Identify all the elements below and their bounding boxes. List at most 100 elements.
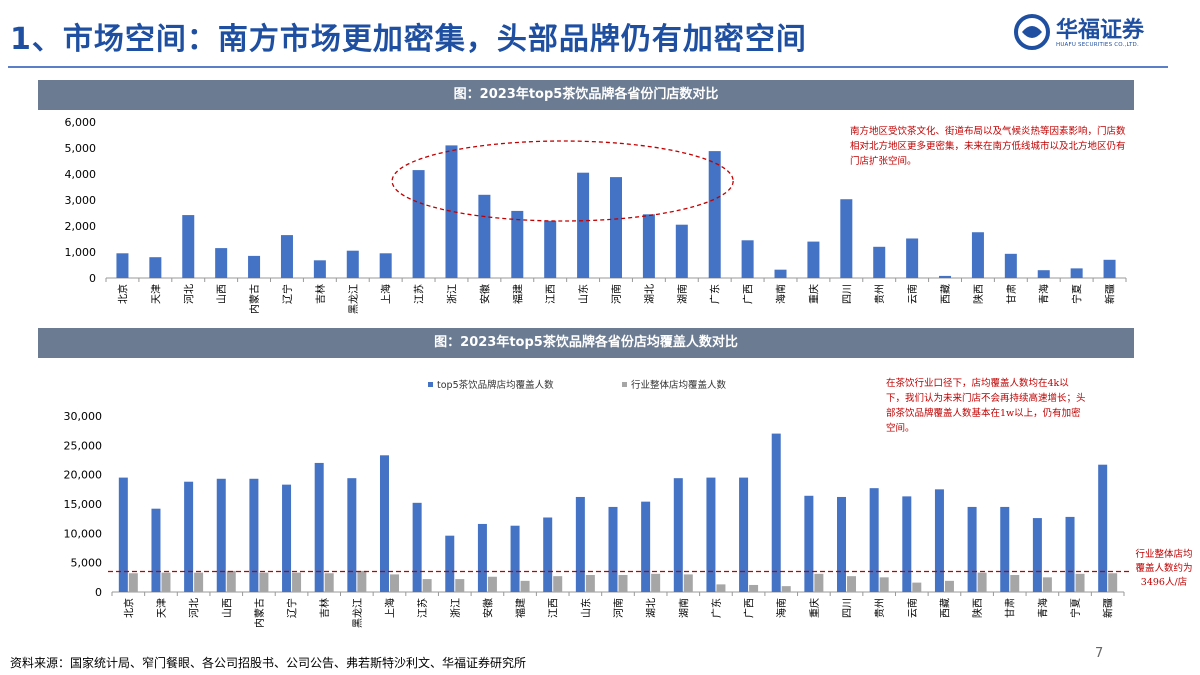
chart2-bar-top5 bbox=[379, 455, 389, 592]
chart2-bar-industry bbox=[912, 582, 922, 592]
chart2-bar-top5 bbox=[477, 523, 487, 592]
chart2-x-label: 内蒙古 bbox=[253, 598, 266, 628]
chart2-x-label: 新疆 bbox=[1102, 598, 1115, 618]
chart1-bar bbox=[478, 194, 491, 278]
chart1-bar bbox=[412, 170, 425, 278]
chart2-x-label: 广东 bbox=[710, 598, 723, 618]
chart1-y-tick-label: 5,000 bbox=[65, 142, 97, 155]
chart2-bar-industry bbox=[292, 572, 302, 592]
chart2-x-label: 甘肃 bbox=[1004, 598, 1017, 618]
chart2-bar-industry bbox=[977, 572, 987, 592]
chart2-bar-top5 bbox=[641, 501, 651, 592]
chart1-bar bbox=[280, 235, 293, 278]
chart2-bar-industry bbox=[847, 576, 857, 592]
chart1-bar bbox=[149, 257, 162, 278]
chart2-x-label: 河南 bbox=[612, 598, 625, 618]
chart2-bar-top5 bbox=[739, 477, 749, 592]
chart1-x-label: 新疆 bbox=[1104, 284, 1117, 304]
chart2-bar-top5 bbox=[934, 489, 944, 592]
chart1-bar bbox=[544, 220, 557, 278]
chart2-bar-top5 bbox=[282, 484, 292, 592]
chart1-y-tick-label: 2,000 bbox=[65, 220, 97, 233]
chart2-bar-top5 bbox=[1032, 518, 1042, 592]
chart2-bar-industry bbox=[553, 576, 563, 592]
chart2-bar-industry bbox=[1042, 577, 1052, 592]
chart1-bar bbox=[313, 260, 326, 278]
chart2-bar-industry bbox=[749, 584, 759, 592]
chart2-x-label: 广西 bbox=[744, 598, 756, 618]
chart2-bar-top5 bbox=[249, 478, 259, 592]
chart2-x-label: 江苏 bbox=[416, 598, 429, 618]
chart2-bar-top5 bbox=[216, 478, 226, 592]
chart2-x-label: 安徽 bbox=[481, 598, 494, 618]
source-note: 资料来源：国家统计局、窄门餐眼、各公司招股书、公司公告、弗若斯特沙利文、华福证券… bbox=[10, 656, 527, 670]
chart1-bar bbox=[1070, 268, 1083, 278]
chart2-bar-top5 bbox=[673, 478, 683, 592]
chart1-bar bbox=[577, 172, 590, 278]
page-title: 1、市场空间：南方市场更加密集，头部品牌仍有加密空间 bbox=[10, 22, 807, 57]
chart2-bar-industry bbox=[651, 573, 661, 592]
chart2-x-label: 重庆 bbox=[808, 598, 821, 618]
chart1-bar bbox=[511, 210, 524, 278]
chart1-x-label: 山西 bbox=[216, 284, 228, 304]
chart2-legend-label: top5茶饮品牌店均覆盖人数 bbox=[437, 379, 554, 391]
chart2-bar-top5 bbox=[608, 506, 618, 592]
chart2-x-label: 湖北 bbox=[646, 598, 658, 618]
chart1-bar bbox=[182, 215, 195, 278]
chart2-bar-industry bbox=[324, 573, 334, 592]
chart1-bar bbox=[610, 177, 622, 278]
chart2-y-tick-label: 30,000 bbox=[64, 410, 103, 423]
chart1-x-label: 山东 bbox=[577, 284, 590, 304]
chart2-legend-swatch bbox=[622, 382, 627, 387]
title-rule bbox=[8, 66, 1168, 68]
chart1-x-label: 内蒙古 bbox=[248, 284, 261, 314]
chart2-bar-top5 bbox=[543, 517, 553, 592]
chart1-bar bbox=[971, 232, 984, 278]
huafu-logo-icon bbox=[1014, 14, 1050, 50]
chart2-y-tick-label: 0 bbox=[95, 586, 102, 599]
chart2-x-label: 云南 bbox=[906, 598, 919, 618]
chart2-bar-industry bbox=[814, 573, 824, 592]
chart2-bar-industry bbox=[455, 579, 465, 592]
chart1-bar bbox=[248, 255, 261, 278]
chart2-x-label: 湖南 bbox=[677, 598, 690, 618]
chart1-bar bbox=[906, 238, 919, 278]
company-logo: 华福证券 HUAFU SECURITIES CO.,LTD. bbox=[1012, 10, 1172, 60]
chart1-bar bbox=[215, 248, 228, 278]
chart2-bar-industry bbox=[357, 570, 367, 592]
chart1-x-label: 福建 bbox=[511, 284, 524, 304]
chart1-bar bbox=[708, 151, 721, 278]
chart2-bar-top5 bbox=[771, 433, 781, 592]
chart2-bar-top5 bbox=[510, 525, 520, 592]
chart2-x-label: 浙江 bbox=[450, 598, 462, 618]
chart2-legend-swatch bbox=[428, 382, 433, 387]
chart1-bar bbox=[346, 250, 359, 278]
chart2-x-label: 陕西 bbox=[971, 598, 984, 618]
chart1-x-label: 上海 bbox=[380, 284, 393, 304]
chart1-bar bbox=[1004, 253, 1017, 278]
chart2-bar-industry bbox=[520, 580, 530, 592]
chart1-bar bbox=[873, 246, 886, 278]
chart2-bar-top5 bbox=[412, 502, 422, 592]
chart2-bar-top5 bbox=[347, 478, 357, 592]
chart2-x-label: 宁夏 bbox=[1069, 598, 1082, 618]
chart1-x-label: 海南 bbox=[775, 284, 788, 304]
chart2-x-label: 河北 bbox=[189, 598, 201, 618]
chart1-x-label: 西藏 bbox=[940, 284, 952, 304]
chart1-x-label: 宁夏 bbox=[1071, 284, 1084, 304]
chart2-x-label: 山东 bbox=[579, 598, 592, 618]
chart1-x-label: 江苏 bbox=[413, 284, 426, 304]
chart2-bar-industry bbox=[1075, 573, 1085, 592]
chart2-bar-industry bbox=[194, 572, 204, 592]
chart1-x-label: 甘肃 bbox=[1005, 284, 1018, 304]
logo-name-cn: 华福证券 bbox=[1056, 18, 1145, 43]
chart2-bar-top5 bbox=[869, 488, 879, 592]
chart2-y-tick-label: 15,000 bbox=[64, 498, 103, 511]
chart2-bar-industry bbox=[781, 586, 791, 592]
chart2-bar-top5 bbox=[902, 496, 912, 592]
chart1-x-label: 广东 bbox=[709, 284, 722, 304]
chart1-x-label: 四川 bbox=[842, 284, 853, 304]
chart1-x-label: 湖北 bbox=[644, 284, 656, 304]
reference-line-note: 行业整体店均覆盖人数约为3496人/店 bbox=[1135, 549, 1193, 588]
chart1-bar bbox=[741, 240, 754, 278]
